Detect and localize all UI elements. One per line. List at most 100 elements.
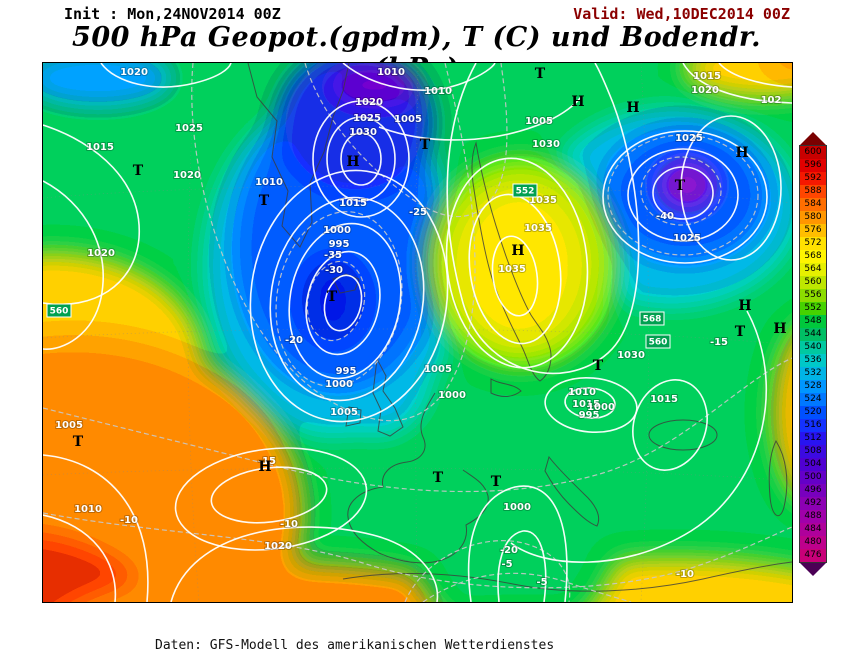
valid-timestamp: Valid: Wed,10DEC2014 00Z: [573, 5, 790, 23]
map-canvas: -25 -35 -30 -40 -20 -15 -10 -10 -15 -10 -20 -5 -5 10…: [43, 63, 792, 602]
high-center-marker: H: [511, 243, 524, 259]
colorbar-step-476: 476: [800, 549, 826, 562]
low-center-marker: T: [259, 193, 270, 209]
temperature-label: -5: [501, 559, 512, 570]
colorbar-step-572: 572: [800, 237, 826, 250]
colorbar-step-548: 548: [800, 315, 826, 328]
footer-credits: Daten: GFS-Modell des amerikanischen Wet…: [155, 606, 554, 657]
pressure-label: 1030: [617, 350, 645, 361]
temperature-label: -20: [500, 545, 518, 556]
colorbar-step-568: 568: [800, 250, 826, 263]
pressure-label: 1025: [175, 123, 203, 134]
pressure-label: 1030: [349, 127, 377, 138]
low-center-marker: T: [433, 470, 444, 486]
pressure-contour-labels: 1020 1010 1010 1020 1025 1030 1005 1005 1030 1015…: [54, 66, 782, 553]
colorbar-step-588: 588: [800, 185, 826, 198]
pressure-label: 1000: [325, 379, 353, 390]
pressure-label: 1035: [498, 264, 526, 275]
pressure-label: 1025: [353, 113, 381, 124]
high-center-marker: H: [773, 321, 786, 337]
colorbar-scale: 600 596 592 588 584 580 576 572 568 564 560 556 552 5…: [799, 145, 827, 563]
temperature-label: -25: [409, 207, 427, 218]
temperature-label: -10: [120, 515, 138, 526]
colorbar-step-488: 488: [800, 510, 826, 523]
pressure-label: 1010: [568, 387, 596, 398]
colorbar-step-540: 540: [800, 341, 826, 354]
height-label-box: [645, 334, 671, 349]
colorbar-step-560: 560: [800, 276, 826, 289]
colorbar-step-508: 508: [800, 445, 826, 458]
low-center-marker: T: [735, 324, 746, 340]
colorbar-step-596: 596: [800, 159, 826, 172]
colorbar-step-592: 592: [800, 172, 826, 185]
pressure-label: 1020: [691, 85, 719, 96]
low-center-marker: T: [535, 66, 546, 82]
colorbar-step-504: 504: [800, 458, 826, 471]
colorbar-step-520: 520: [800, 406, 826, 419]
colorbar-step-492: 492: [800, 497, 826, 510]
colorbar-arrow-down-icon: [800, 563, 826, 576]
colorbar-step-564: 564: [800, 263, 826, 276]
pressure-label: 1015: [572, 399, 600, 410]
pressure-label: 1020: [173, 170, 201, 181]
pressure-label: 1020: [87, 248, 115, 259]
temperature-label: -15: [710, 337, 728, 348]
pressure-label: 1030: [532, 139, 560, 150]
colorbar-step-552: 552: [800, 302, 826, 315]
colorbar-step-496: 496: [800, 484, 826, 497]
geopotential-color-field: [43, 63, 792, 602]
geopotential-height-labels: 552 568 560 560: [46, 183, 671, 349]
weather-map: -25 -35 -30 -40 -20 -15 -10 -10 -15 -10 -20 -5 -5 10…: [42, 62, 793, 603]
colorbar-step-580: 580: [800, 211, 826, 224]
high-center-marker: H: [738, 298, 751, 314]
colorbar-step-532: 532: [800, 367, 826, 380]
colorbar-step-512: 512: [800, 432, 826, 445]
pressure-label: 1020: [355, 97, 383, 108]
colorbar-step-600: 600: [800, 146, 826, 159]
high-center-marker: H: [346, 154, 359, 170]
pressure-label: 1025: [673, 233, 701, 244]
pressure-label: 1035: [524, 223, 552, 234]
temperature-label: -10: [280, 519, 298, 530]
pressure-label: 1015: [693, 71, 721, 82]
pressure-label: 1000: [323, 225, 351, 236]
temperature-label: -35: [324, 250, 342, 261]
pressure-label: 1015: [650, 394, 678, 405]
pressure-label: 1015: [339, 198, 367, 209]
pressure-label: 995: [329, 239, 350, 250]
temperature-label: -30: [325, 265, 343, 276]
colorbar-step-544: 544: [800, 328, 826, 341]
low-center-marker: T: [327, 289, 338, 305]
pressure-label: 102: [761, 95, 782, 106]
colorbar-step-528: 528: [800, 380, 826, 393]
colorbar-step-584: 584: [800, 198, 826, 211]
colorbar-step-524: 524: [800, 393, 826, 406]
pressure-contours: [43, 63, 792, 602]
pressure-label: 1010: [255, 177, 283, 188]
pressure-label: 1020: [264, 541, 292, 552]
pressure-label: 1015: [86, 142, 114, 153]
temperature-label: -15: [258, 456, 276, 467]
colorbar-step-500: 500: [800, 471, 826, 484]
low-center-marker: T: [593, 358, 604, 374]
geopotential-label: 560: [649, 338, 668, 348]
colorbar: 600 596 592 588 584 580 576 572 568 564 560 556 552 5…: [799, 132, 827, 576]
pressure-label: 1010: [424, 86, 452, 97]
pressure-label: 1010: [74, 504, 102, 515]
footer-line-datasource: Daten: GFS-Modell des amerikanischen Wet…: [155, 638, 555, 653]
geopotential-label: 552: [516, 187, 535, 197]
pressure-label: 1010: [377, 67, 405, 78]
pressure-label: 1020: [120, 67, 148, 78]
colorbar-step-576: 576: [800, 224, 826, 237]
low-center-marker: T: [73, 434, 84, 450]
pressure-label: 1005: [394, 114, 422, 125]
temperature-label: -10: [676, 569, 694, 580]
pressure-label: 995: [579, 410, 600, 421]
height-label-box: [512, 183, 538, 198]
pressure-label: 1000: [587, 402, 615, 413]
temperature-contour-labels: -25 -35 -30 -40 -20 -15 -10 -10 -15 -10 -20 -5 -5: [119, 206, 729, 589]
pressure-label: 1025: [675, 133, 703, 144]
pressure-label: 1000: [503, 502, 531, 513]
